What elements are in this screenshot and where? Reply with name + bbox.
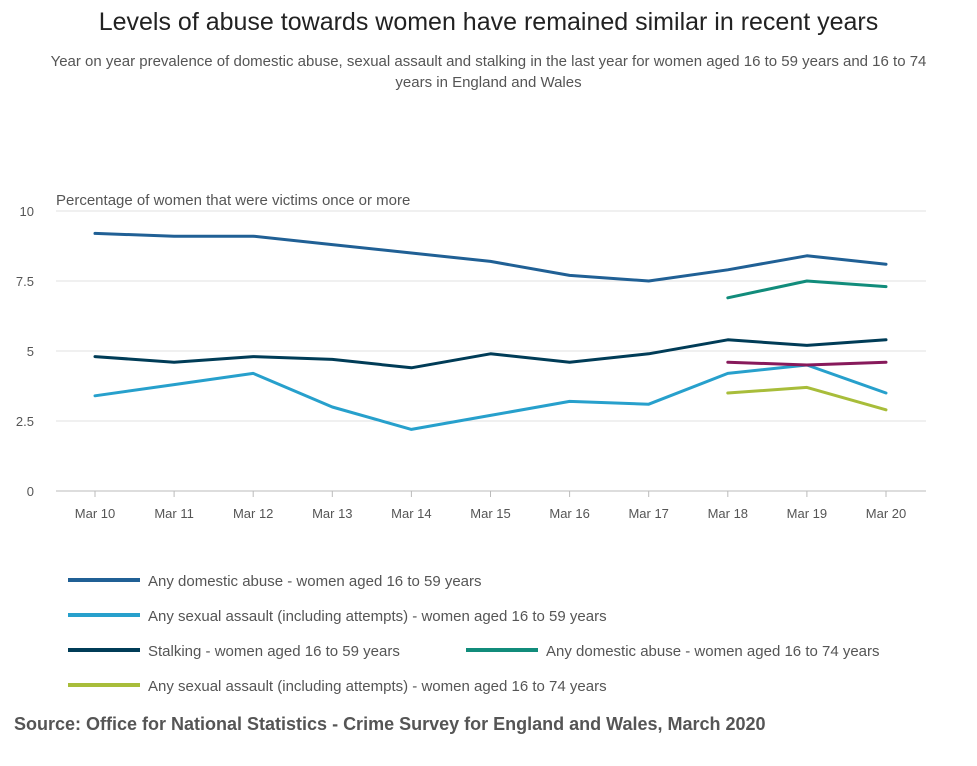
y-tick-label: 2.5 <box>16 414 34 429</box>
series-line-2 <box>93 338 888 370</box>
series-line-1 <box>93 363 888 431</box>
chart-subtitle: Year on year prevalence of domestic abus… <box>50 53 927 91</box>
x-tick-label: Mar 10 <box>75 506 115 521</box>
y-tick-label: 10 <box>20 204 34 219</box>
x-axis: Mar 10 Mar 11 Mar 12 Mar 13 Mar 14 Mar 15 Mar … <box>56 490 926 521</box>
y-tick-label: 0 <box>27 484 34 499</box>
series-line-3 <box>726 279 888 300</box>
y-axis-label: Percentage of women that were victims on… <box>56 192 410 209</box>
x-tick-label: Mar 19 <box>787 506 827 521</box>
series-line-0 <box>93 231 888 283</box>
legend-label: Any domestic abuse - women aged 16 to 74… <box>546 643 880 660</box>
x-tick-label: Mar 12 <box>233 506 273 521</box>
y-tick-label: 7.5 <box>16 274 34 289</box>
x-tick-label: Mar 15 <box>470 506 510 521</box>
chart-title: Levels of abuse towards women have remai… <box>98 8 879 36</box>
x-tick-label: Mar 14 <box>391 506 431 521</box>
series-line-5 <box>726 385 888 412</box>
x-tick-label: Mar 20 <box>866 506 906 521</box>
legend-label: Stalking - women aged 16 to 59 years <box>148 643 400 660</box>
y-tick-label: 5 <box>27 344 34 359</box>
x-tick-label: Mar 17 <box>628 506 668 521</box>
x-tick-label: Mar 13 <box>312 506 352 521</box>
legend-label: Any domestic abuse - women aged 16 to 59… <box>148 573 482 590</box>
x-tick-label: Mar 18 <box>708 506 748 521</box>
series-line-4 <box>726 360 888 367</box>
source-note: Source: Office for National Statistics -… <box>14 714 766 734</box>
x-tick-label: Mar 11 <box>154 506 194 521</box>
legend-label: Any sexual assault (including attempts) … <box>148 678 607 695</box>
legend: Any domestic abuse - women aged 16 to 59… <box>68 573 880 695</box>
y-axis-ticks: 0 2.5 5 7.5 10 <box>16 204 34 499</box>
legend-label: Any sexual assault (including attempts) … <box>148 608 607 625</box>
gridlines <box>56 210 926 422</box>
x-tick-label: Mar 16 <box>549 506 589 521</box>
series-lines <box>93 231 888 431</box>
